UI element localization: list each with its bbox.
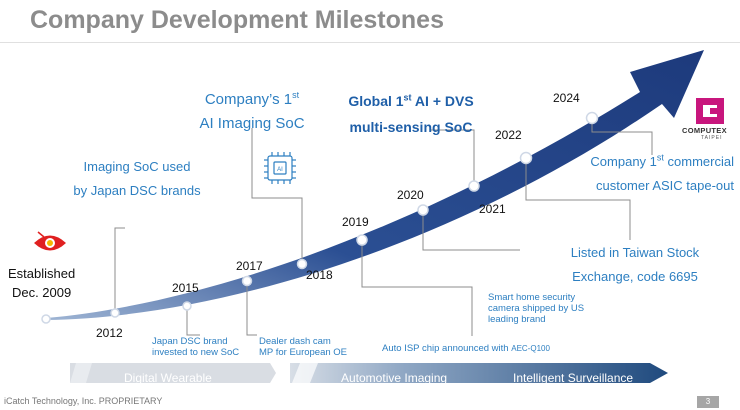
dot-2021 [468, 180, 480, 192]
year-2018: 2018 [306, 268, 333, 282]
established-line1: Established [8, 266, 76, 281]
connector-lines [114, 118, 653, 336]
segment-band [70, 363, 668, 383]
callout-stock: Listed in Taiwan Stock Exchange, code 66… [570, 245, 700, 284]
title-divider [0, 42, 740, 43]
chip-label: AI [277, 167, 283, 173]
dot-2017 [241, 275, 253, 287]
segment-automotive-imaging: Automotive Imaging [341, 371, 448, 385]
company-eye-logo [34, 231, 66, 251]
dot-2019 [356, 234, 368, 246]
dot-2012 [110, 308, 120, 318]
year-2021: 2021 [479, 202, 506, 216]
year-2017: 2017 [236, 259, 263, 273]
computex-logo [690, 98, 730, 150]
note-japan-dsc: Japan DSC brand invested to new SoC [152, 336, 240, 358]
established-label: Established Dec. 2009 [8, 264, 75, 302]
established-line2: Dec. 2009 [11, 285, 72, 300]
dot-2009 [41, 314, 51, 324]
dot-2024 [585, 111, 599, 125]
dot-2022 [519, 151, 533, 165]
year-2015: 2015 [172, 281, 199, 295]
page-title: Company Development Milestones [30, 6, 444, 34]
dot-2015 [182, 301, 192, 311]
callout-global-ai: Global 1st AI + DVS multi-sensing SoC [348, 92, 474, 135]
callout-ai-imaging: Company’s 1st AI Imaging SoC [199, 90, 305, 133]
page-number: 3 [697, 396, 719, 408]
footer-text: iCatch Technology, Inc. PROPRIETARY [4, 396, 163, 406]
note-auto-isp: Auto ISP chip announced with AEC-Q100 [382, 343, 550, 354]
note-smart-home: Smart home security camera shipped by US… [488, 292, 585, 325]
segment-digital-wearable: Digital Wearable [124, 371, 212, 385]
dot-2020 [417, 204, 429, 216]
growth-arrow [46, 50, 704, 320]
callout-imaging-used: Imaging SoC used by Japan DSC brands [73, 159, 201, 198]
computex-sub: TAIPEI [701, 135, 723, 141]
year-2019: 2019 [342, 215, 369, 229]
year-2020: 2020 [397, 188, 424, 202]
ai-chip-icon [264, 152, 296, 184]
callout-asic: Company 1st commercial customer ASIC tap… [590, 152, 734, 193]
year-2024: 2024 [553, 91, 580, 105]
segment-intelligent-surveillance: Intelligent Surveillance [513, 371, 634, 385]
dot-2018 [296, 258, 308, 270]
year-2012: 2012 [96, 326, 123, 340]
computex-word: COMPUTEX [682, 126, 727, 135]
note-dashcam: Dealer dash cam MP for European OE [259, 336, 348, 358]
year-2022: 2022 [495, 128, 522, 142]
